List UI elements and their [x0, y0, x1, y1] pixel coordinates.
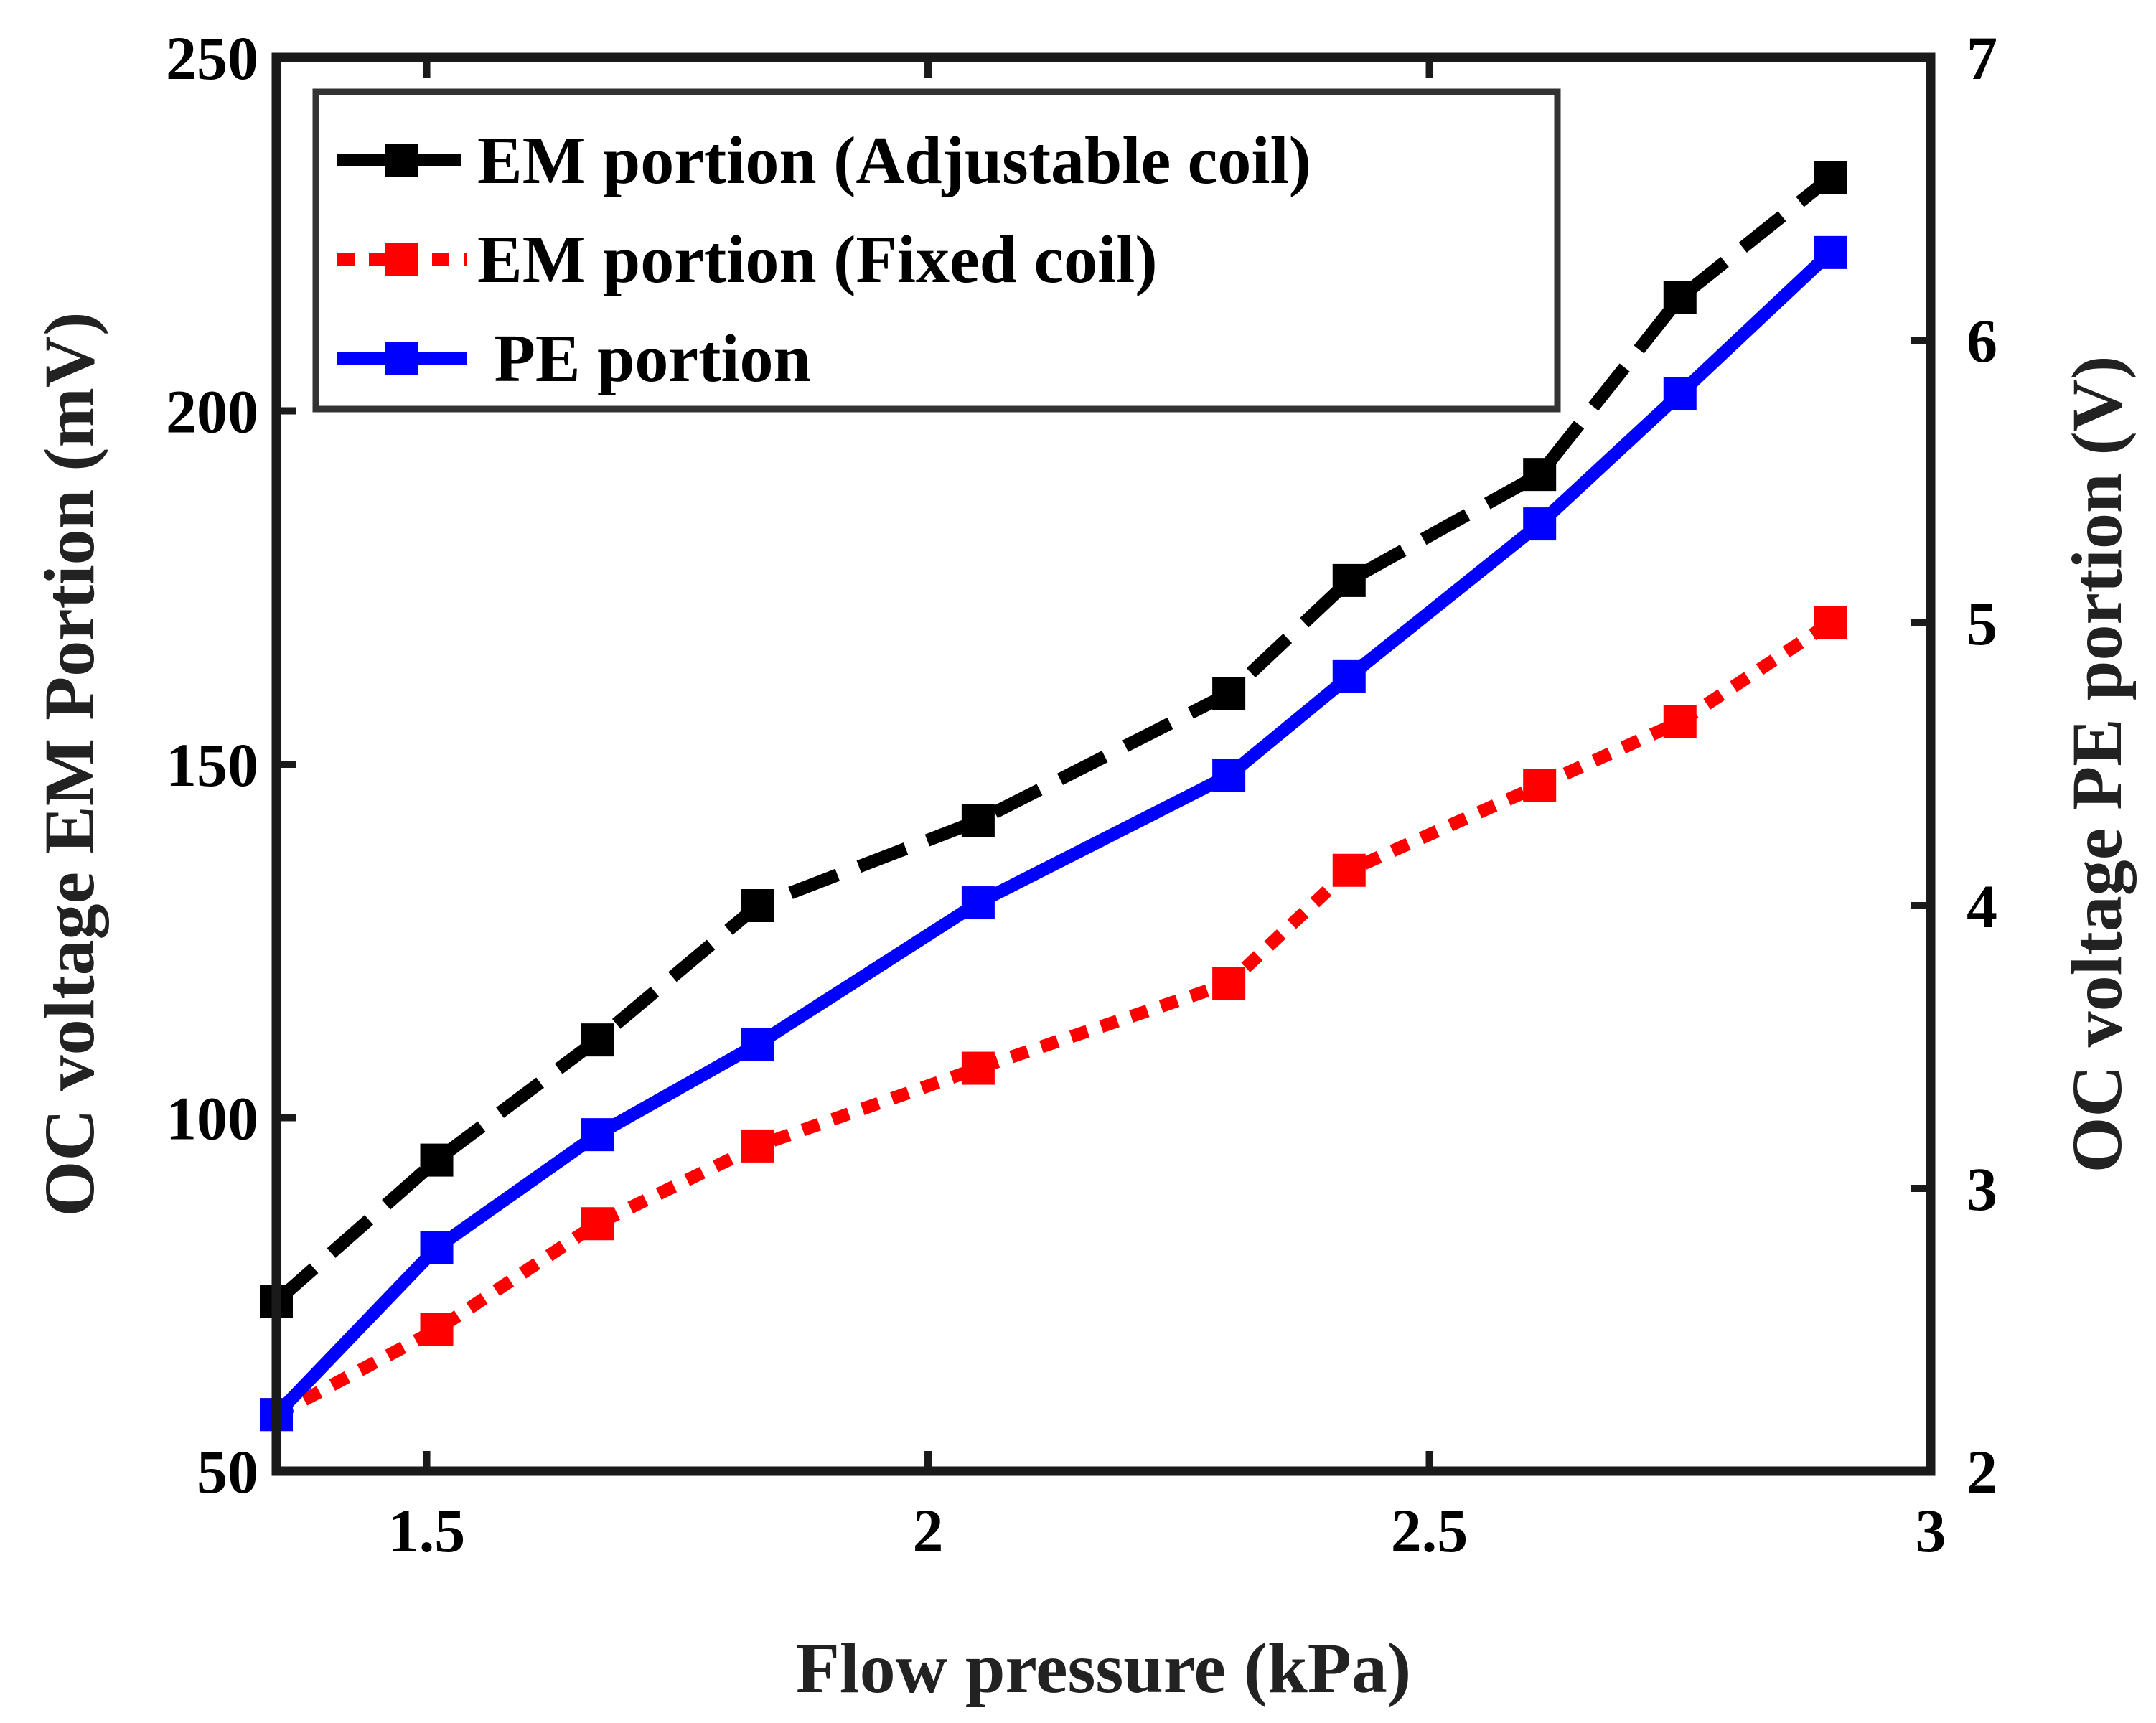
data-point-marker [420, 1313, 454, 1346]
legend-box [312, 88, 1561, 413]
data-point-marker [1663, 281, 1697, 314]
series-3 [260, 235, 1847, 1432]
right-y-tick-label: 2 [1967, 1437, 1997, 1506]
right-y-tick-label: 7 [1967, 24, 1997, 93]
data-point-marker [1523, 458, 1557, 492]
series-line [272, 172, 1834, 1307]
data-point-marker [1523, 769, 1557, 802]
x-tick-label: 2.5 [1391, 1496, 1468, 1565]
legend-label: EM portion (Fixed coil) [477, 222, 1158, 297]
data-point-marker [741, 1129, 774, 1163]
right-y-tick-label: 6 [1967, 306, 1997, 375]
data-point-marker [1332, 853, 1366, 887]
x-axis-title: Flow pressure (kPa) [796, 1628, 1411, 1708]
series-1 [260, 161, 1847, 1318]
data-point-marker [420, 1143, 454, 1177]
left-y-tick-label: 50 [197, 1437, 258, 1506]
legend-entry: EM portion (Fixed coil) [337, 222, 1158, 297]
data-point-marker [581, 1023, 614, 1057]
data-point-marker [1814, 606, 1847, 639]
x-tick-label: 1.5 [388, 1496, 466, 1565]
right-y-tick-label: 5 [1967, 589, 1997, 658]
data-point-marker [741, 889, 774, 922]
data-point-marker [1212, 677, 1246, 710]
series-2 [260, 606, 1847, 1432]
right-y-axis-title: OC voltage PE portion (V) [2057, 356, 2137, 1173]
data-point-marker [581, 1207, 614, 1241]
data-point-marker [1814, 235, 1847, 269]
data-point-marker [1332, 659, 1366, 693]
legend-marker [385, 342, 418, 375]
x-tick-label: 2 [913, 1496, 944, 1565]
series-line [271, 248, 1835, 1419]
legend-entry: PE portion [337, 321, 811, 396]
legend-marker [385, 243, 418, 276]
left-y-tick-label: 250 [166, 24, 258, 93]
right-y-tick-label: 3 [1967, 1155, 1997, 1224]
left-y-tick-label: 200 [166, 377, 258, 446]
legend-label: PE portion [477, 321, 811, 396]
data-point-marker [1212, 759, 1246, 792]
data-point-marker [961, 1051, 995, 1085]
data-point-marker [961, 804, 995, 837]
series-line [273, 617, 1834, 1421]
legend-marker [385, 144, 418, 177]
data-point-marker [1212, 967, 1246, 1000]
right-y-tick-label: 4 [1967, 872, 1997, 941]
data-point-marker [1814, 161, 1847, 194]
data-point-marker [1663, 705, 1697, 738]
legend-entry: EM portion (Adjustable coil) [337, 123, 1311, 198]
data-point-marker [961, 886, 995, 920]
left-y-axis-title: OC voltage EM Portion (mV) [29, 312, 109, 1217]
axis-ticks [276, 54, 1934, 1475]
data-point-marker [581, 1118, 614, 1152]
data-point-marker [741, 1028, 774, 1061]
left-y-tick-label: 100 [166, 1084, 258, 1153]
legend-entries: EM portion (Adjustable coil) EM portion (… [337, 123, 1311, 396]
legend: EM portion (Adjustable coil) EM portion (… [312, 88, 1561, 413]
data-point-marker [1663, 377, 1697, 410]
series-layer [260, 161, 1847, 1432]
left-y-tick-label: 150 [166, 731, 258, 799]
data-point-marker [1523, 507, 1557, 541]
legend-label: EM portion (Adjustable coil) [477, 123, 1311, 198]
x-tick-label: 3 [1916, 1496, 1946, 1565]
data-point-marker [420, 1231, 454, 1264]
data-point-marker [1332, 563, 1366, 597]
